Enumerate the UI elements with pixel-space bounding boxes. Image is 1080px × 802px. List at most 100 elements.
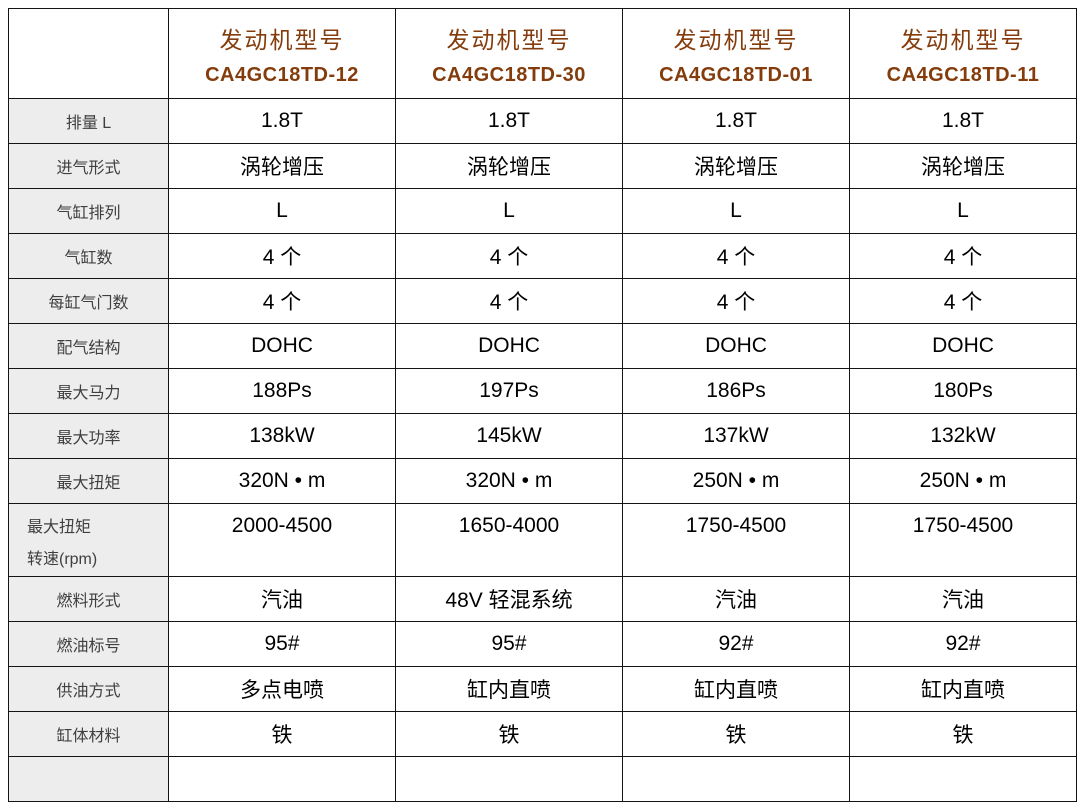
table-row-max-power: 最大功率 138kW 145kW 137kW 132kW (8, 413, 1077, 459)
cell-value: 92# (622, 621, 850, 667)
cell-value: 汽油 (849, 576, 1077, 622)
cell-value: 250N • m (622, 458, 850, 504)
table-row-cylinder-layout: 气缸排列 L L L L (8, 188, 1077, 234)
engine-model-name: CA4GC18TD-12 (205, 63, 359, 86)
table-row-valve-structure: 配气结构 DOHC DOHC DOHC DOHC (8, 323, 1077, 369)
cell-value: 4 个 (395, 278, 623, 324)
corner-cell (8, 8, 169, 99)
table-row-intake: 进气形式 涡轮增压 涡轮增压 涡轮增压 涡轮增压 (8, 143, 1077, 189)
cell-value: 汽油 (168, 576, 396, 622)
row-label: 排量 L (8, 98, 169, 144)
cell-value: L (395, 188, 623, 234)
cell-value: 1750-4500 (622, 503, 850, 577)
table-row-fuel-grade: 燃油标号 95# 95# 92# 92# (8, 621, 1077, 667)
engine-spec-table: 发动机型号 CA4GC18TD-12 发动机型号 CA4GC18TD-30 发动… (8, 8, 1077, 802)
table-row-displacement: 排量 L 1.8T 1.8T 1.8T 1.8T (8, 98, 1077, 144)
cell-value: 1.8T (622, 98, 850, 144)
row-label: 燃油标号 (8, 621, 169, 667)
cell-value: 涡轮增压 (849, 143, 1077, 189)
column-header: 发动机型号 CA4GC18TD-12 (168, 8, 396, 99)
cell-value: 180Ps (849, 368, 1077, 414)
cell-value: L (622, 188, 850, 234)
row-label: 进气形式 (8, 143, 169, 189)
cell-value: 1.8T (395, 98, 623, 144)
row-label: 最大扭矩 转速(rpm) (8, 503, 169, 577)
cell-value: 铁 (849, 711, 1077, 757)
cell-value: 汽油 (622, 576, 850, 622)
cell-value: 涡轮增压 (395, 143, 623, 189)
column-header: 发动机型号 CA4GC18TD-01 (622, 8, 850, 99)
row-label: 最大功率 (8, 413, 169, 459)
cell-value: 1.8T (849, 98, 1077, 144)
cell-value: 145kW (395, 413, 623, 459)
cell-value: 197Ps (395, 368, 623, 414)
cell-value: 2000-4500 (168, 503, 396, 577)
cell-value: 1650-4000 (395, 503, 623, 577)
cell-value: 涡轮增压 (168, 143, 396, 189)
cell-value: 137kW (622, 413, 850, 459)
column-header: 发动机型号 CA4GC18TD-11 (849, 8, 1077, 99)
table-row-valves-per-cylinder: 每缸气门数 4 个 4 个 4 个 4 个 (8, 278, 1077, 324)
cell-value: 48V 轻混系统 (395, 576, 623, 622)
cell-value: 4 个 (395, 233, 623, 279)
cell-value: DOHC (849, 323, 1077, 369)
table-row-clipped (8, 756, 1077, 802)
row-label: 燃料形式 (8, 576, 169, 622)
cell-value: 4 个 (168, 233, 396, 279)
cell-value: DOHC (168, 323, 396, 369)
row-label (8, 756, 169, 802)
engine-model-name: CA4GC18TD-11 (886, 63, 1040, 86)
cell-value (849, 756, 1077, 802)
table-row-max-torque-rpm: 最大扭矩 转速(rpm) 2000-4500 1650-4000 1750-45… (8, 503, 1077, 577)
header-row: 发动机型号 CA4GC18TD-12 发动机型号 CA4GC18TD-30 发动… (8, 8, 1077, 99)
cell-value: 4 个 (622, 278, 850, 324)
cell-value: 涡轮增压 (622, 143, 850, 189)
cell-value: 138kW (168, 413, 396, 459)
table-row-max-torque: 最大扭矩 320N • m 320N • m 250N • m 250N • m (8, 458, 1077, 504)
engine-model-name: CA4GC18TD-01 (659, 63, 813, 86)
cell-value: L (168, 188, 396, 234)
cell-value (168, 756, 396, 802)
cell-value: 320N • m (168, 458, 396, 504)
cell-value: 132kW (849, 413, 1077, 459)
cell-value: 缸内直喷 (622, 666, 850, 712)
table-row-cylinder-count: 气缸数 4 个 4 个 4 个 4 个 (8, 233, 1077, 279)
cell-value: 186Ps (622, 368, 850, 414)
cell-value: 92# (849, 621, 1077, 667)
cell-value: 1.8T (168, 98, 396, 144)
cell-value: DOHC (622, 323, 850, 369)
cell-value: 4 个 (622, 233, 850, 279)
cell-value: 4 个 (849, 278, 1077, 324)
engine-model-name: CA4GC18TD-30 (432, 63, 586, 86)
cell-value: 250N • m (849, 458, 1077, 504)
row-label: 缸体材料 (8, 711, 169, 757)
row-label: 供油方式 (8, 666, 169, 712)
cell-value: 95# (395, 621, 623, 667)
row-label: 气缸数 (8, 233, 169, 279)
cell-value (622, 756, 850, 802)
cell-value: 188Ps (168, 368, 396, 414)
cell-value: 铁 (622, 711, 850, 757)
row-label: 每缸气门数 (8, 278, 169, 324)
column-header: 发动机型号 CA4GC18TD-30 (395, 8, 623, 99)
column-title: 发动机型号 (673, 26, 799, 53)
column-title: 发动机型号 (900, 26, 1026, 53)
cell-value: 缸内直喷 (395, 666, 623, 712)
cell-value: 320N • m (395, 458, 623, 504)
cell-value: 铁 (395, 711, 623, 757)
cell-value: 4 个 (168, 278, 396, 324)
row-label: 气缸排列 (8, 188, 169, 234)
cell-value: 4 个 (849, 233, 1077, 279)
row-label: 最大扭矩 (8, 458, 169, 504)
cell-value: DOHC (395, 323, 623, 369)
table-row-block-material: 缸体材料 铁 铁 铁 铁 (8, 711, 1077, 757)
row-label: 配气结构 (8, 323, 169, 369)
cell-value: 多点电喷 (168, 666, 396, 712)
cell-value: 95# (168, 621, 396, 667)
cell-value: 铁 (168, 711, 396, 757)
row-label: 最大马力 (8, 368, 169, 414)
cell-value: 1750-4500 (849, 503, 1077, 577)
column-title: 发动机型号 (446, 26, 572, 53)
table-row-fuel-type: 燃料形式 汽油 48V 轻混系统 汽油 汽油 (8, 576, 1077, 622)
cell-value: 缸内直喷 (849, 666, 1077, 712)
